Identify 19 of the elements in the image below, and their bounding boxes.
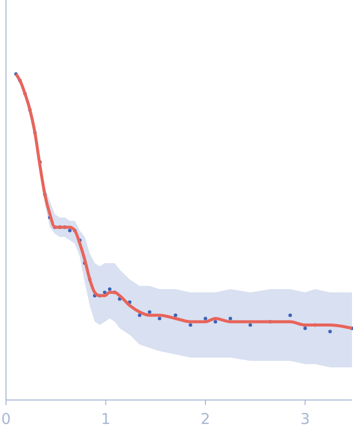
point [108, 287, 112, 291]
x-tick-label: 3 [300, 410, 310, 428]
point [288, 313, 292, 318]
x-tick-label: 0 [1, 410, 11, 428]
x-tick-label: 2 [200, 410, 210, 428]
point [174, 313, 178, 318]
point [138, 313, 142, 318]
point [102, 290, 106, 294]
point [228, 316, 232, 320]
point [204, 316, 208, 320]
point [248, 323, 252, 327]
x-tick-label: 1 [100, 410, 110, 428]
point [68, 228, 72, 232]
point [188, 323, 192, 327]
point [148, 310, 152, 314]
point [303, 326, 307, 330]
point [158, 316, 162, 320]
point [328, 330, 332, 334]
point [214, 320, 218, 324]
